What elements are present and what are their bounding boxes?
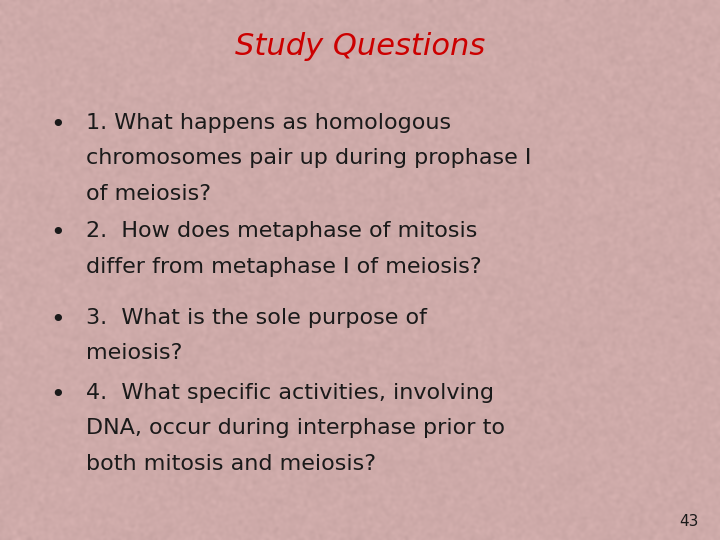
Text: DNA, occur during interphase prior to: DNA, occur during interphase prior to [86, 418, 505, 438]
Text: meiosis?: meiosis? [86, 343, 183, 363]
Text: Study Questions: Study Questions [235, 32, 485, 62]
Text: 4.  What specific activities, involving: 4. What specific activities, involving [86, 383, 495, 403]
Text: 3.  What is the sole purpose of: 3. What is the sole purpose of [86, 308, 428, 328]
Text: •: • [50, 113, 65, 137]
Text: of meiosis?: of meiosis? [86, 184, 212, 204]
Text: 1. What happens as homologous: 1. What happens as homologous [86, 113, 451, 133]
Text: chromosomes pair up during prophase I: chromosomes pair up during prophase I [86, 148, 532, 168]
Text: 43: 43 [679, 514, 698, 529]
Text: •: • [50, 308, 65, 332]
Text: •: • [50, 221, 65, 245]
Text: •: • [50, 383, 65, 407]
Text: 2.  How does metaphase of mitosis: 2. How does metaphase of mitosis [86, 221, 478, 241]
Text: differ from metaphase I of meiosis?: differ from metaphase I of meiosis? [86, 256, 482, 276]
Text: both mitosis and meiosis?: both mitosis and meiosis? [86, 454, 377, 474]
